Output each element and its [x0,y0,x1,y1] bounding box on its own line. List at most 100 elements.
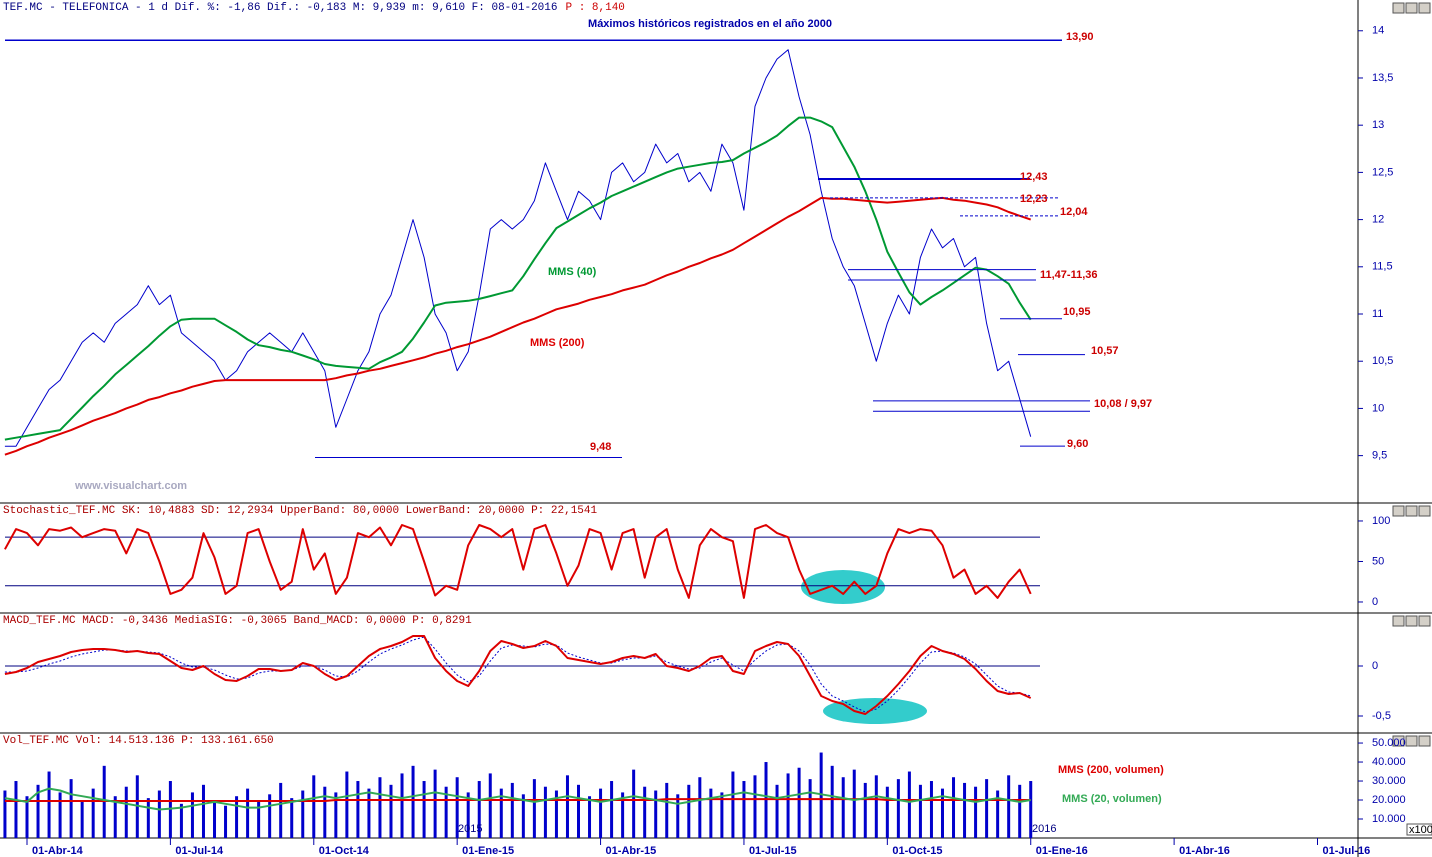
header-price: P : 8,140 [566,2,625,14]
volume-bar [334,792,338,838]
volume-bar [554,790,558,838]
volume-bar [676,794,680,838]
level-label: 10,95 [1063,306,1091,318]
volume-bar [808,779,812,838]
y-tick-label: 50.000 [1372,737,1406,749]
x-tick-label: 01-Oct-15 [892,845,942,857]
volume-bar [213,800,217,838]
y-tick-label: 10 [1372,402,1384,414]
volume-bar [323,786,327,838]
volume-bar [279,782,283,838]
window-button[interactable] [1405,2,1418,14]
volume-bar [25,796,29,838]
volume-bar [356,781,360,838]
series-line [4,49,1032,447]
volume-bar [301,790,305,838]
window-button[interactable] [1392,2,1405,14]
window-button[interactable] [1392,615,1405,627]
y-tick-label: 10,5 [1372,355,1393,367]
volume-bar [477,781,481,838]
x-tick-label: 01-Jul-16 [1323,845,1371,857]
volume-bar [312,775,316,838]
y-tick-label: 0 [1372,660,1378,672]
window-button[interactable] [1418,735,1431,747]
volume-bar [885,786,889,838]
chart-title: Máximos históricos registrados en el año… [588,18,832,30]
window-button[interactable] [1392,735,1405,747]
volume-bar [654,790,658,838]
volume-bar [69,779,73,838]
series-label: MMS (20, volumen) [1062,793,1162,805]
y-tick-label: 14 [1372,25,1384,37]
y-tick-label: 9,5 [1372,450,1387,462]
volume-bar [36,784,40,838]
volume-bar [532,779,536,838]
volume-bar [753,775,757,838]
level-label: 13,90 [1066,31,1094,43]
volume-bar [731,771,735,838]
volume-bar [455,777,459,838]
volume-bar [687,784,691,838]
y-tick-label: 12 [1372,214,1384,226]
volume-bar [621,792,625,838]
window-button[interactable] [1405,615,1418,627]
volume-bar [466,792,470,838]
volume-bar [444,786,448,838]
level-label: 10,57 [1091,345,1119,357]
volume-bar [588,796,592,838]
volume-bar [775,784,779,838]
x-tick-label: 01-Jul-15 [749,845,797,857]
volume-bar [963,782,967,838]
x-tick-label: 01-Ene-15 [462,845,514,857]
year-label: 2015 [458,823,482,835]
volume-bar [996,790,1000,838]
volume-bar [433,769,437,838]
level-label: 9,60 [1067,438,1088,450]
volume-bar [499,788,503,838]
series-label: MMS (200, volumen) [1058,764,1164,776]
x-tick-label: 01-Abr-14 [32,845,84,857]
volume-bar [797,767,801,838]
volume-bar [422,781,426,838]
window-button[interactable] [1418,2,1431,14]
volume-bar [257,801,261,838]
volume-bar [124,786,128,838]
volume-bar [632,769,636,838]
level-label: 12,43 [1020,171,1048,183]
y-tick-label: 100 [1372,515,1390,527]
volume-bar [113,796,117,838]
window-button[interactable] [1405,735,1418,747]
y-tick-label: 11 [1372,308,1383,320]
volume-bar [290,798,294,838]
y-tick-label: 40.000 [1372,756,1406,768]
volume-bar [1029,781,1033,838]
panel-header: Stochastic_TEF.MC SK: 10,4883 SD: 12,293… [3,505,597,517]
y-tick-label: 10.000 [1372,813,1406,825]
volume-bar [246,788,250,838]
y-tick-label: 50 [1372,555,1384,567]
volume-bar [378,777,382,838]
volume-bar [863,782,867,838]
x-tick-label: 01-Abr-15 [606,845,657,857]
volume-bar [3,790,7,838]
y-tick-label: 13,5 [1372,72,1393,84]
window-button[interactable] [1405,505,1418,517]
series-label: MMS (200) [530,337,585,349]
volume-bar [565,775,569,838]
volume-bar [146,798,150,838]
volume-bar [985,779,989,838]
window-button[interactable] [1418,505,1431,517]
volume-bar [521,794,525,838]
volume-bar [345,771,349,838]
volume-bar [510,782,514,838]
panel-header: MACD_TEF.MC MACD: -0,3436 MediaSIG: -0,3… [3,615,472,627]
window-button[interactable] [1418,615,1431,627]
watermark: www.visualchart.com [74,480,187,492]
volume-bar [367,788,371,838]
volume-bar [14,781,18,838]
window-button[interactable] [1392,505,1405,517]
x-tick-label: 01-Oct-14 [319,845,370,857]
series-line [4,636,1031,713]
series-line [4,524,1032,599]
y-tick-label: 11,5 [1372,261,1393,273]
